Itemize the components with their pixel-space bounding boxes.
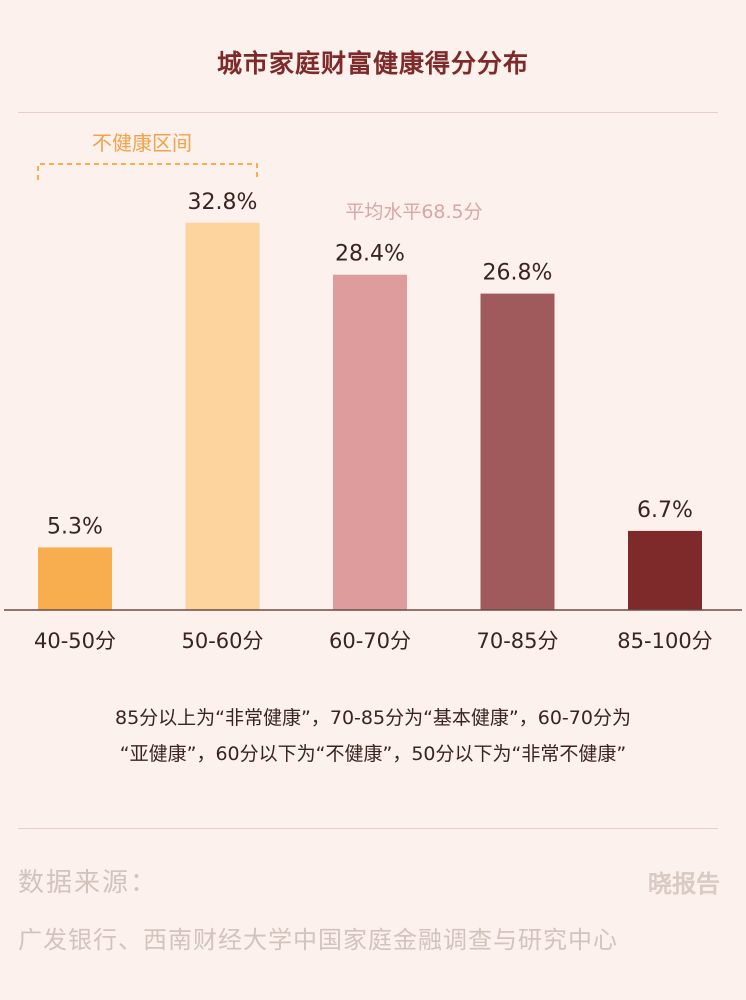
bar-5 [628, 530, 702, 610]
bar-1 [38, 547, 112, 610]
bottom-divider [18, 828, 718, 829]
bars-group: 5.3% 40-50分 32.8% 50-60分 28.4% 60-70分 26.8% 70-… [34, 190, 713, 653]
bar-4 [480, 293, 555, 610]
bar-3 [333, 274, 407, 610]
brand-logo: 晓报告 [648, 870, 720, 898]
top-divider [18, 112, 718, 113]
average-label: 平均水平68.5分 [345, 201, 482, 223]
bar-value-label-5: 6.7% [637, 498, 693, 523]
bar-value-label-3: 28.4% [335, 242, 405, 267]
bar-value-label-4: 26.8% [483, 261, 553, 286]
bar-chart: 不健康区间 平均水平68.5分 5.3% 40-50分 32.8% 50-60分 28.… [4, 131, 742, 653]
unhealthy-range-label: 不健康区间 [92, 131, 192, 155]
category-label-1: 40-50分 [34, 629, 116, 653]
category-label-2: 50-60分 [181, 629, 263, 653]
category-label-5: 85-100分 [617, 629, 712, 653]
bar-value-label-2: 32.8% [188, 190, 258, 215]
source-label: 数据来源： [18, 868, 159, 898]
category-label-4: 70-85分 [476, 629, 558, 653]
category-label-3: 60-70分 [329, 629, 411, 653]
chart-title: 城市家庭财富健康得分分布 [216, 49, 529, 78]
bar-2 [185, 222, 260, 610]
bar-value-label-1: 5.3% [47, 514, 103, 539]
unhealthy-range-bracket-line [37, 163, 258, 180]
unhealthy-range-bracket: 不健康区间 [37, 131, 258, 180]
note-line-1: 85分以上为“非常健康”，70-85分为“基本健康”，60-70分为 [115, 707, 631, 729]
classification-note: 85分以上为“非常健康”，70-85分为“基本健康”，60-70分为 “亚健康”… [20, 700, 726, 772]
source-text: 广发银行、西南财经大学中国家庭金融调查与研究中心 [18, 926, 618, 954]
note-line-2: “亚健康”，60分以下为“不健康”，50分以下为“非常不健康” [119, 743, 627, 765]
